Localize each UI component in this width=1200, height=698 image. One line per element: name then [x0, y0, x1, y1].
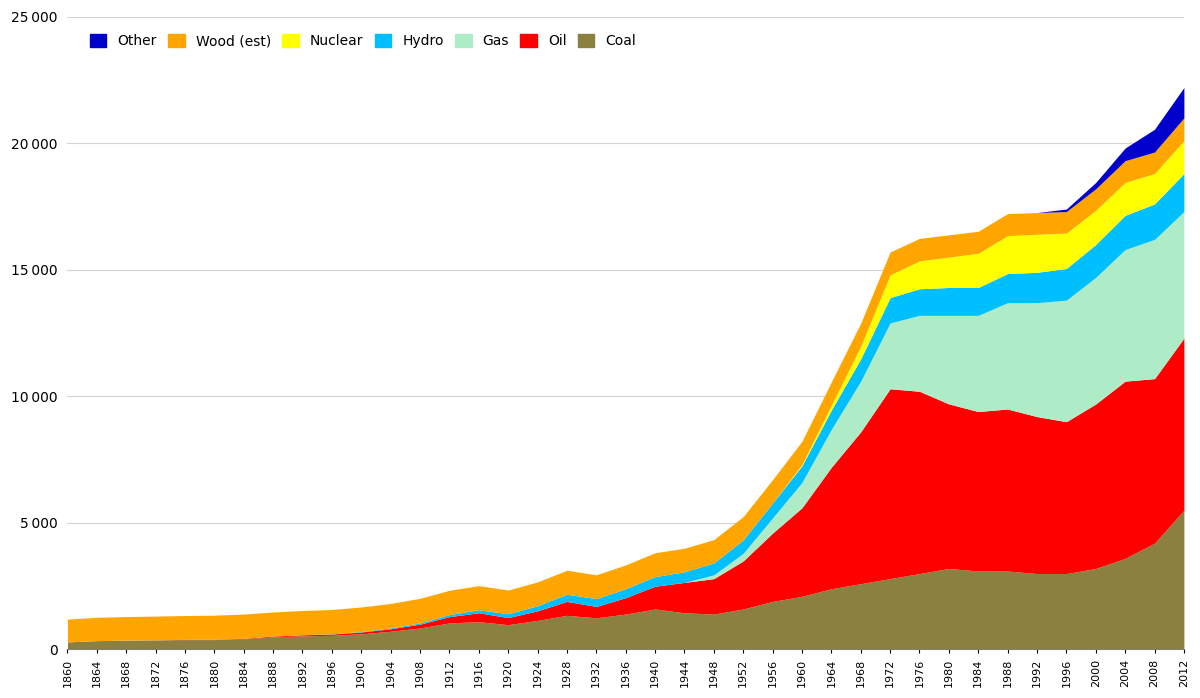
- Legend: Other, Wood (est), Nuclear, Hydro, Gas, Oil, Coal: Other, Wood (est), Nuclear, Hydro, Gas, …: [85, 30, 641, 52]
